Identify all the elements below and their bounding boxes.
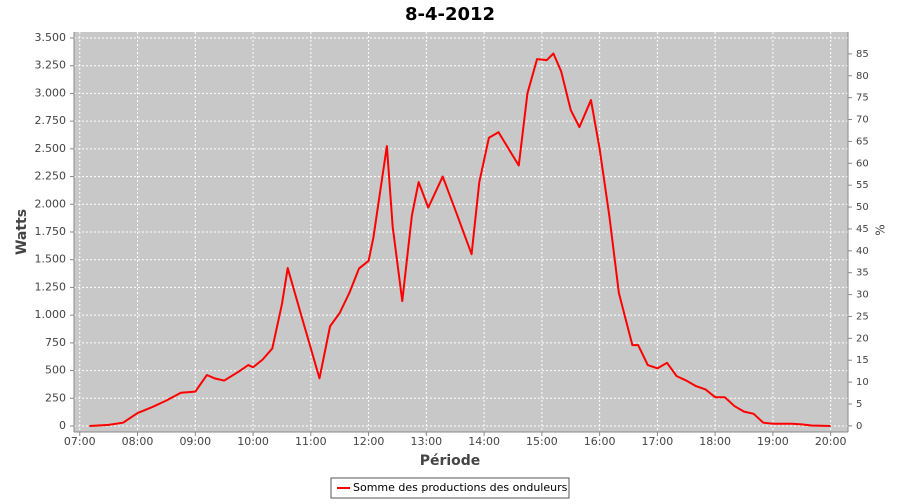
y-tick-label: 750: [45, 336, 66, 349]
legend-label: Somme des productions des onduleurs: [353, 481, 568, 494]
x-tick-label: 15:00: [526, 435, 558, 448]
y-tick-label: 2.500: [35, 142, 67, 155]
y-tick-label: 2.750: [35, 114, 67, 127]
y-axis-label: Watts: [14, 209, 30, 255]
x-tick-label: 16:00: [584, 435, 616, 448]
y-tick-label: 1.250: [35, 280, 67, 293]
x-tick-label: 07:00: [64, 435, 96, 448]
y-tick-label: 2.000: [35, 197, 67, 210]
y2-tick-label: 25: [856, 311, 869, 322]
y-tick-label: 500: [45, 364, 66, 377]
y2-tick-label: 0: [856, 421, 862, 432]
x-tick-label: 11:00: [295, 435, 327, 448]
y2-tick-label: 5: [856, 399, 862, 410]
y2-tick-label: 80: [856, 71, 869, 82]
y2-tick-label: 65: [856, 136, 869, 147]
y2-tick-label: 85: [856, 49, 869, 60]
y2-tick-label: 15: [856, 355, 869, 366]
legend-box: [330, 477, 570, 499]
y2-tick-label: 75: [856, 93, 869, 104]
y2-tick-label: 35: [856, 268, 869, 279]
x-tick-label: 20:00: [815, 435, 847, 448]
y2-tick-label: 55: [856, 180, 869, 191]
x-tick-label: 10:00: [237, 435, 269, 448]
series-line: [89, 52, 831, 428]
y2-tick-label: 45: [856, 224, 869, 235]
y-tick-label: 250: [45, 391, 66, 404]
x-tick-label: 13:00: [410, 435, 442, 448]
x-tick-label: 08:00: [122, 435, 154, 448]
y2-tick-label: 20: [856, 333, 869, 344]
y2-tick-label: 60: [856, 158, 869, 169]
chart-title: 8-4-2012: [405, 4, 495, 25]
y-tick-label: 3.000: [35, 86, 67, 99]
y-tick-label: 0: [59, 419, 66, 432]
x-axis-label: Période: [420, 453, 481, 469]
y2-tick-label: 30: [856, 290, 869, 301]
y2-tick-label: 10: [856, 377, 869, 388]
x-tick-label: 18:00: [699, 435, 731, 448]
y2-tick-label: 70: [856, 115, 869, 126]
y-tick-label: 2.250: [35, 170, 67, 183]
y-tick-label: 3.250: [35, 59, 67, 72]
x-tick-label: 09:00: [179, 435, 211, 448]
y2-tick-label: 50: [856, 202, 869, 213]
y-tick-label: 1.000: [35, 308, 67, 321]
y2-axis-label: %: [874, 224, 888, 235]
x-tick-label: 19:00: [757, 435, 789, 448]
y2-tick-label: 40: [856, 246, 869, 257]
x-tick-label: 14:00: [468, 435, 500, 448]
x-tick-label: 12:00: [353, 435, 385, 448]
y-tick-label: 1.500: [35, 253, 67, 266]
y-tick-label: 1.750: [35, 225, 67, 238]
x-tick-label: 17:00: [642, 435, 674, 448]
y-tick-label: 3.500: [35, 31, 67, 44]
